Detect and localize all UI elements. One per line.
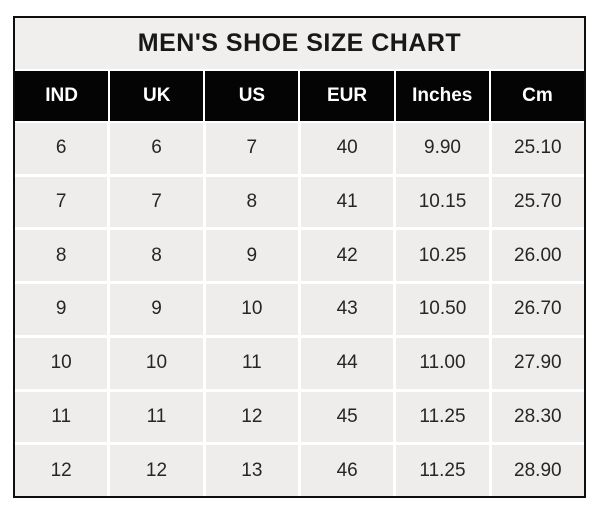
table-cell: 10.15 (396, 176, 489, 228)
table-cell: 9 (15, 284, 108, 335)
table-cell: 27.90 (491, 337, 584, 389)
table-cell: 9.90 (396, 123, 489, 174)
table-cell: 9 (110, 284, 203, 335)
table-cell: 11.25 (396, 445, 489, 496)
table-cell: 25.10 (491, 123, 584, 174)
header-cell-eur: EUR (300, 71, 394, 121)
table-header-row: IND UK US EUR Inches Cm (15, 71, 584, 121)
table-cell: 13 (205, 445, 298, 496)
chart-title: MEN'S SHOE SIZE CHART (15, 18, 584, 71)
table-row: 10 10 11 44 11.00 27.90 (15, 337, 584, 389)
table-cell: 9 (205, 230, 298, 282)
table-cell: 8 (110, 230, 203, 282)
table-cell: 8 (205, 176, 298, 228)
table-cell: 26.00 (491, 230, 584, 282)
table-cell: 45 (301, 391, 394, 443)
table-cell: 40 (301, 123, 394, 174)
table-cell: 7 (205, 123, 298, 174)
table-cell: 12 (110, 445, 203, 496)
table-cell: 43 (301, 284, 394, 335)
shoe-size-chart: MEN'S SHOE SIZE CHART IND UK US EUR Inches Cm… (13, 16, 586, 498)
table-cell: 8 (15, 230, 108, 282)
table-cell: 42 (301, 230, 394, 282)
header-cell-ind: IND (15, 71, 109, 121)
table-cell: 10 (15, 337, 108, 389)
table-cell: 28.90 (491, 445, 584, 496)
table-cell: 44 (301, 337, 394, 389)
table-body: 6 6 7 40 9.90 25.10 7 7 8 41 10.15 25.70 8 8 9 42 10.25 2… (15, 121, 584, 496)
table-cell: 28.30 (491, 391, 584, 443)
table-row: 12 12 13 46 11.25 28.90 (15, 445, 584, 496)
table-cell: 11 (15, 391, 108, 443)
table-cell: 10.25 (396, 230, 489, 282)
table-cell: 6 (110, 123, 203, 174)
table-cell: 12 (205, 391, 298, 443)
header-cell-inches: Inches (395, 71, 489, 121)
table-cell: 46 (301, 445, 394, 496)
table-cell: 7 (15, 176, 108, 228)
table-row: 7 7 8 41 10.15 25.70 (15, 176, 584, 228)
table-cell: 11 (205, 337, 298, 389)
table-cell: 12 (15, 445, 108, 496)
table-row: 6 6 7 40 9.90 25.10 (15, 123, 584, 174)
table-cell: 41 (301, 176, 394, 228)
table-row: 9 9 10 43 10.50 26.70 (15, 284, 584, 335)
header-cell-uk: UK (110, 71, 204, 121)
table-cell: 10.50 (396, 284, 489, 335)
table-cell: 25.70 (491, 176, 584, 228)
table-cell: 11.25 (396, 391, 489, 443)
table-cell: 7 (110, 176, 203, 228)
table-cell: 11 (110, 391, 203, 443)
table-cell: 10 (110, 337, 203, 389)
table-cell: 26.70 (491, 284, 584, 335)
table-row: 11 11 12 45 11.25 28.30 (15, 391, 584, 443)
table-cell: 11.00 (396, 337, 489, 389)
table-cell: 10 (205, 284, 298, 335)
table-cell: 6 (15, 123, 108, 174)
table-row: 8 8 9 42 10.25 26.00 (15, 230, 584, 282)
header-cell-us: US (205, 71, 299, 121)
header-cell-cm: Cm (490, 71, 584, 121)
